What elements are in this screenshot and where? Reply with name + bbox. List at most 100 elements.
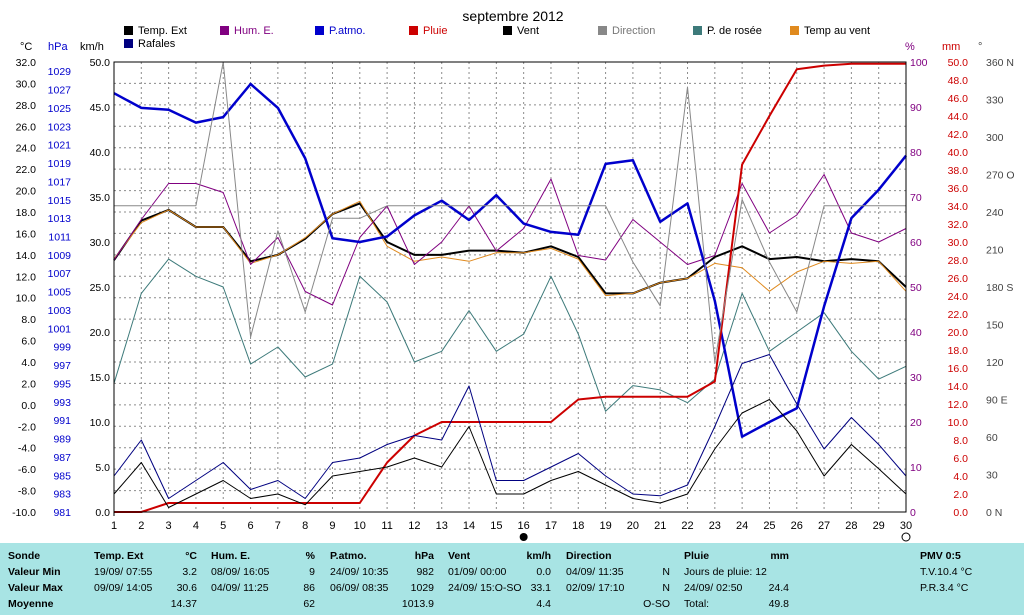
y-tick-label-direction: 330 — [986, 95, 1004, 107]
patmo-avg: 1013.9 — [401, 598, 434, 610]
axis-unit-humidity: % — [905, 41, 915, 53]
y-tick-label-direction: 240 — [986, 207, 1004, 219]
y-tick-label-pressure: 993 — [53, 397, 71, 409]
y-tick-label-wind: 0.0 — [95, 507, 110, 519]
y-tick-label-rain: 48.0 — [948, 75, 969, 87]
y-tick-label-pressure: 1001 — [48, 323, 72, 335]
y-tick-label-rain: 16.0 — [948, 363, 969, 375]
x-tick-label: 1 — [111, 520, 117, 532]
weather-chart: septembre 2012 Temp. Ext Hum. E. P.atmo. Pl… — [12, 8, 1015, 542]
statistics-panel: Sonde Valeur Min Valeur Max Moyenne Temp… — [0, 543, 1024, 615]
plot-border — [113, 61, 907, 513]
legend-label: Temp au vent — [804, 25, 870, 37]
y-tick-label-humidity: 60 — [910, 237, 922, 249]
x-tick-label: 5 — [220, 520, 226, 532]
axis-unit-labels: °C hPa km/h% mm ° — [20, 41, 982, 53]
temp-unit: °C — [185, 550, 197, 562]
stats-wind: Vent km/h 01/09/ 00:00 0.0 24/09/ 15:O-SO 3… — [448, 543, 553, 615]
pmv-tv: T.V.10.4 °C — [920, 566, 973, 578]
y-tick-label-temp: 10.0 — [16, 293, 37, 305]
series-line-vent — [113, 399, 907, 508]
temp-max: 30.6 — [176, 582, 197, 594]
y-tick-label-humidity: 10 — [910, 462, 922, 474]
legend-swatch — [693, 26, 702, 35]
stats-direction: Direction 04/09/ 11:35 N 02/09/ 17:10 N O-… — [566, 543, 672, 615]
vent-avg: 4.4 — [536, 598, 551, 610]
y-tick-label-humidity: 90 — [910, 102, 922, 114]
y-tick-label-rain: 42.0 — [948, 129, 969, 141]
series-line-p-atmo — [113, 82, 907, 438]
vent-unit: km/h — [526, 550, 551, 562]
y-tick-label-rain: 38.0 — [948, 165, 969, 177]
vent-title: Vent — [448, 550, 471, 562]
y-tick-label-pressure: 985 — [53, 470, 71, 482]
legend-label: Vent — [517, 25, 539, 37]
x-tick-label: 30 — [900, 520, 912, 532]
axis-unit-rain: mm — [942, 41, 960, 53]
y-tick-label-pressure: 1029 — [48, 66, 72, 78]
y-tick-label-temp: -10.0 — [12, 507, 36, 519]
y-tick-label-wind: 25.0 — [90, 282, 111, 294]
y-tick-label-wind: 35.0 — [90, 192, 111, 204]
pmv-pr: P.R.3.4 °C — [920, 582, 969, 594]
y-tick-label-rain: 28.0 — [948, 255, 969, 267]
hum-max: 86 — [303, 582, 315, 594]
y-tick-label-humidity: 100 — [910, 57, 928, 69]
x-tick-label: 19 — [599, 520, 611, 532]
row-label-min: Valeur Min — [8, 566, 61, 578]
y-tick-label-humidity: 70 — [910, 192, 922, 204]
y-tick-label-pressure: 995 — [53, 378, 71, 390]
stats-rain: Pluie mm Jours de pluie: 12 24/09/ 02:50 2… — [684, 543, 791, 615]
y-tick-label-rain: 0.0 — [953, 507, 968, 519]
y-tick-label-rain: 20.0 — [948, 327, 969, 339]
y-tick-label-temp: 20.0 — [16, 186, 37, 198]
pluie-unit: mm — [770, 550, 789, 562]
y-tick-label-rain: 32.0 — [948, 219, 969, 231]
y-tick-label-temp: 2.0 — [21, 378, 36, 390]
y-tick-label-temp: 32.0 — [16, 57, 37, 69]
x-tick-label: 28 — [845, 520, 857, 532]
axis-unit-temp: °C — [20, 41, 32, 53]
patmo-unit: hPa — [414, 550, 434, 562]
stats-pmv: PMV 0:5 T.V.10.4 °C P.R.3.4 °C — [900, 543, 1010, 615]
series-line-p-de-ros-e — [113, 258, 907, 412]
vent-min-time: 01/09/ 00:00 — [448, 566, 507, 578]
y-tick-label-wind: 15.0 — [90, 372, 111, 384]
y-tick-label-pressure: 981 — [53, 507, 71, 519]
temp-min-time: 19/09/ 07:55 — [94, 566, 153, 578]
x-tick-label: 4 — [193, 520, 199, 532]
x-tick-label: 3 — [166, 520, 172, 532]
legend-label: Pluie — [423, 25, 447, 37]
y-tick-label-temp: -4.0 — [18, 443, 36, 455]
y-tick-label-rain: 14.0 — [948, 381, 969, 393]
legend-swatch — [790, 26, 799, 35]
x-tick-label: 11 — [381, 520, 392, 532]
temp-title: Temp. Ext — [94, 550, 144, 562]
x-tick-label: 27 — [818, 520, 830, 532]
y-tick-label-direction: 360 N — [986, 57, 1014, 69]
y-tick-label-pressure: 1009 — [48, 250, 72, 262]
legend-swatch — [503, 26, 512, 35]
chart-grid — [113, 61, 907, 513]
x-tick-label: 18 — [572, 520, 584, 532]
y-tick-label-temp: 28.0 — [16, 100, 37, 112]
y-tick-label-pressure: 1019 — [48, 158, 72, 170]
y-tick-label-temp: 16.0 — [16, 228, 37, 240]
hum-avg: 62 — [303, 598, 315, 610]
y-tick-label-direction: 30 — [986, 470, 998, 482]
y-tick-label-direction: 210 — [986, 245, 1004, 257]
y-tick-label-rain: 18.0 — [948, 345, 969, 357]
direction-min-time: 04/09/ 11:35 — [566, 566, 624, 578]
pluie-total-label: Total: — [684, 598, 710, 610]
moon-phase-icon — [519, 533, 528, 541]
y-tick-label-rain: 24.0 — [948, 291, 969, 303]
axis-unit-direction: ° — [978, 41, 982, 53]
y-tick-label-pressure: 1013 — [48, 213, 72, 225]
y-tick-label-direction: 270 O — [986, 170, 1015, 182]
vent-max-time: 24/09/ 15:O-SO — [448, 582, 522, 594]
axis-unit-wind: km/h — [80, 41, 104, 53]
patmo-min: 982 — [416, 566, 434, 578]
y-tick-label-temp: 14.0 — [16, 250, 37, 262]
pluie-max: 24.4 — [768, 582, 789, 594]
legend-swatch — [124, 39, 133, 48]
